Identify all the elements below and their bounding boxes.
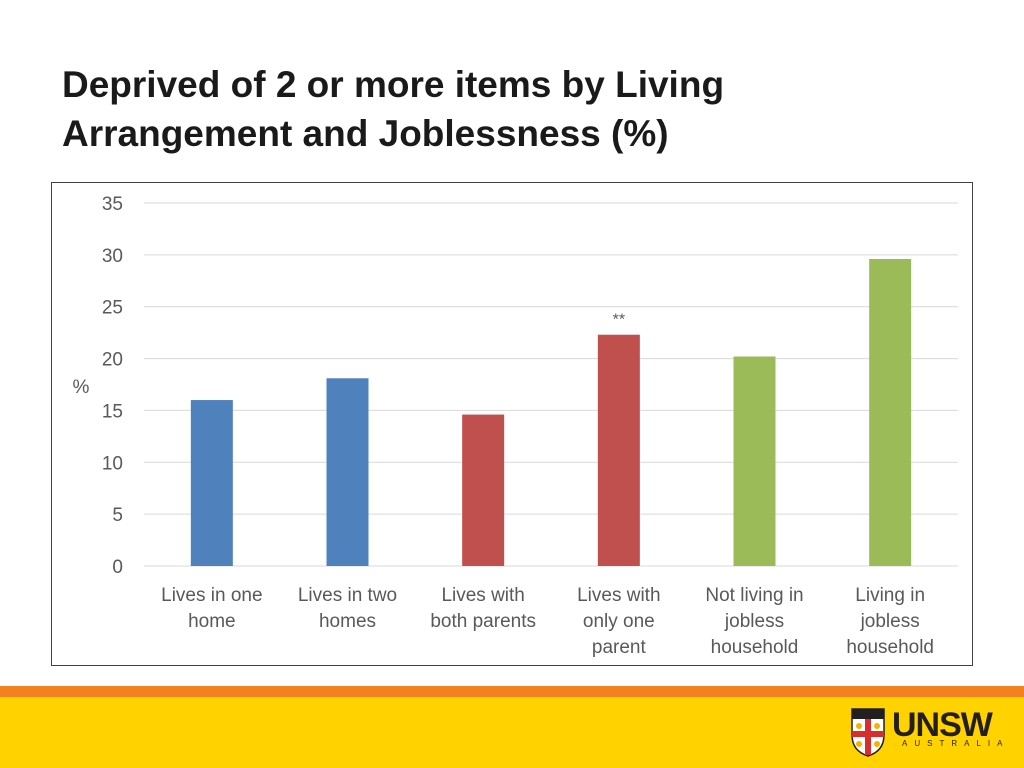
logo-wordmark: UNSW bbox=[892, 706, 993, 744]
x-tick-label: parent bbox=[592, 637, 647, 658]
bar-4 bbox=[597, 334, 640, 566]
unsw-crest-icon bbox=[851, 708, 885, 757]
x-tick-label: Lives with bbox=[441, 585, 524, 606]
bar-1 bbox=[190, 400, 233, 566]
bar-3 bbox=[462, 414, 505, 566]
y-tick-label: 35 bbox=[102, 194, 123, 215]
bar-5 bbox=[733, 356, 776, 566]
logo-subtitle: AUSTRALIA bbox=[902, 739, 1010, 748]
y-tick-label: 30 bbox=[102, 246, 123, 267]
x-tick-label: jobless bbox=[724, 611, 784, 632]
x-tick-label: Not living in bbox=[705, 585, 803, 606]
x-tick-label: homes bbox=[319, 611, 376, 632]
x-tick-label: Lives with bbox=[577, 585, 660, 606]
x-tick-label: household bbox=[711, 637, 799, 658]
x-tick-label: Lives in one bbox=[161, 585, 262, 606]
y-tick-label: 5 bbox=[112, 505, 123, 526]
x-tick-label: home bbox=[188, 611, 236, 632]
x-tick-label: Lives in two bbox=[298, 585, 397, 606]
significance-annotation: ** bbox=[613, 312, 625, 329]
x-tick-label: only one bbox=[583, 611, 655, 632]
y-axis-label: % bbox=[73, 377, 90, 398]
bar-6 bbox=[869, 259, 912, 566]
y-tick-label: 0 bbox=[112, 557, 123, 578]
slide-title-line-2: Arrangement and Joblessness (%) bbox=[62, 113, 669, 154]
y-tick-label: 15 bbox=[102, 401, 123, 422]
y-tick-label: 20 bbox=[102, 350, 123, 371]
x-tick-label: jobless bbox=[860, 611, 920, 632]
y-tick-label: 10 bbox=[102, 453, 123, 474]
slide-title-line-1: Deprived of 2 or more items by Living bbox=[62, 64, 725, 105]
x-tick-label: household bbox=[846, 637, 934, 658]
y-tick-label: 25 bbox=[102, 298, 123, 319]
bar-2 bbox=[326, 378, 369, 566]
footer-orange-band bbox=[0, 686, 1024, 697]
x-tick-label: both parents bbox=[430, 611, 536, 632]
slide-title: Deprived of 2 or more items by Living Ar… bbox=[62, 60, 962, 158]
bar-chart: 0 5 10 15 20 25 30 35% Lives in one home Lives in … bbox=[73, 194, 958, 658]
chart-frame: 0 5 10 15 20 25 30 35% Lives in one home Lives in … bbox=[51, 182, 973, 666]
x-tick-label: Living in bbox=[855, 585, 925, 606]
unsw-logo: UNSW AUSTRALIA bbox=[850, 705, 1002, 761]
